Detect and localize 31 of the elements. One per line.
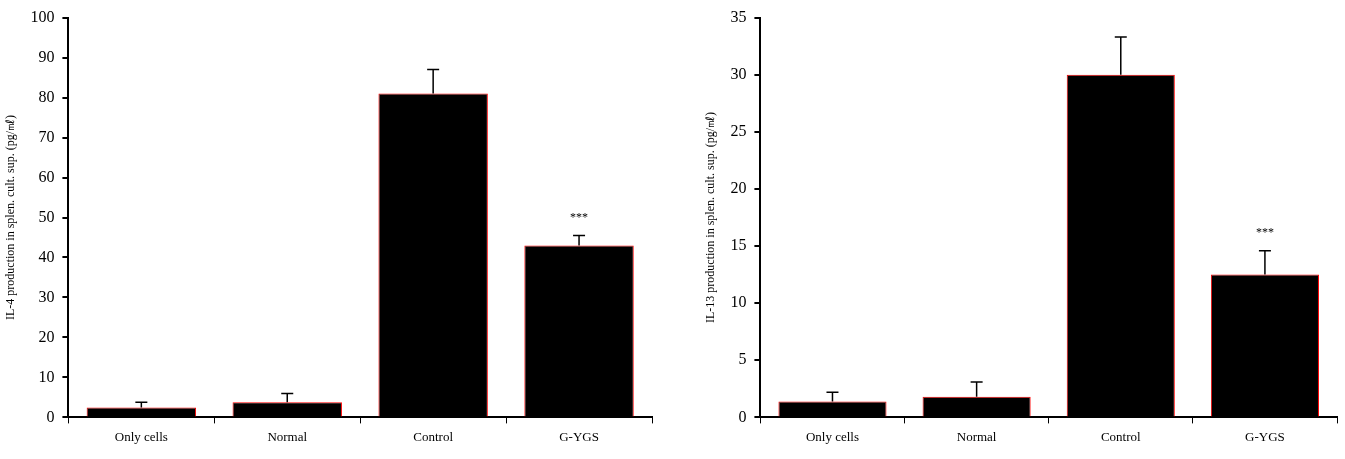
y-tick-label: 15 bbox=[730, 236, 747, 254]
x-tick-label: Only cells bbox=[114, 428, 168, 444]
y-tick-label: 20 bbox=[38, 327, 55, 345]
x-tick-label: G-YGS bbox=[1245, 428, 1285, 444]
y-tick-label: 30 bbox=[730, 64, 747, 82]
x-tick-label: Control bbox=[413, 428, 454, 444]
x-tick-label: G-YGS bbox=[559, 428, 599, 444]
x-tick-label: Control bbox=[1100, 428, 1142, 444]
x-tick-label: Only cells bbox=[805, 428, 860, 444]
y-tick-label: 0 bbox=[738, 407, 747, 425]
y-tick-label: 10 bbox=[730, 293, 747, 311]
x-tick-label: Normal bbox=[267, 428, 308, 444]
y-tick-label: 90 bbox=[38, 47, 55, 65]
y-tick-label: 5 bbox=[738, 350, 747, 368]
y-tick-label: 50 bbox=[38, 207, 55, 225]
annotation: *** bbox=[570, 209, 589, 224]
y-tick-label: 0 bbox=[46, 407, 55, 425]
x-tick-label: Normal bbox=[956, 428, 997, 444]
y-axis-title: IL-13 production in splen. cult. sup. (pg/㎖) bbox=[703, 112, 718, 323]
y-tick-label: 40 bbox=[38, 247, 55, 265]
y-tick-label: 20 bbox=[730, 179, 747, 197]
annotation: *** bbox=[1255, 224, 1274, 239]
y-tick-label: 80 bbox=[38, 87, 55, 105]
y-tick-label: 60 bbox=[38, 167, 55, 185]
y-tick-label: 30 bbox=[38, 287, 55, 305]
y-tick-label: 25 bbox=[730, 122, 747, 140]
y-tick-label: 35 bbox=[730, 7, 747, 25]
y-tick-label: 100 bbox=[30, 7, 55, 25]
y-axis-title: IL-4 production in splen. cult. sup. (pg/㎖) bbox=[3, 115, 18, 320]
y-tick-label: 10 bbox=[38, 367, 55, 385]
y-tick-label: 70 bbox=[38, 127, 55, 145]
